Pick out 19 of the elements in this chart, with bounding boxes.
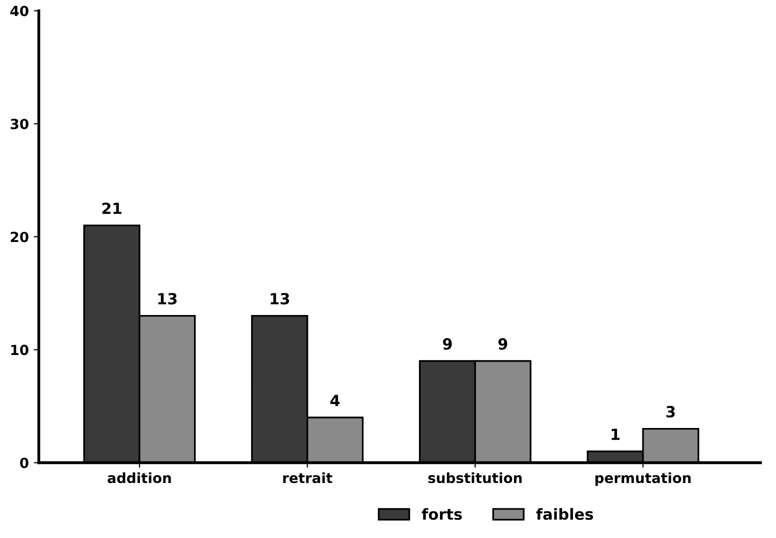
x-tick-label: retrait [283,472,332,484]
y-tick-label: 10 [11,344,28,356]
data-label: 4 [330,394,340,406]
y-tick-label: 20 [10,232,28,242]
x-tick-label: substitution [428,472,522,484]
data-label: 21 [102,202,122,214]
data-label: 13 [270,292,290,305]
data-label: 9 [442,338,452,350]
legend-label: faibles [536,508,594,520]
y-tick-label: 0 [20,458,28,468]
x-tick-label: permutation [595,472,691,486]
y-tick-label: 40 [10,6,28,16]
y-tick-label: 30 [10,118,28,130]
data-label: 9 [498,338,508,350]
x-tick-label: addition [108,472,171,484]
data-label: 1 [612,428,620,440]
data-label: 3 [666,406,675,418]
data-label: 13 [158,292,177,305]
legend-label: forts [422,508,462,520]
